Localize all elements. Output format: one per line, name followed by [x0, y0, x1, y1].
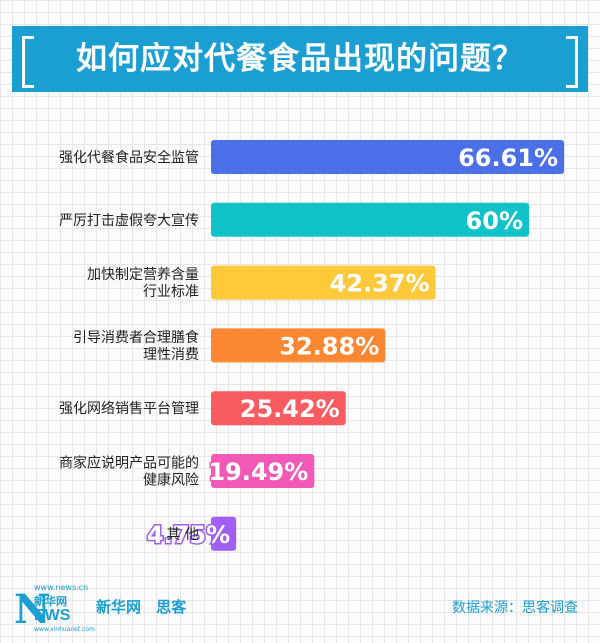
category-label-3-line-2: 行业标准 — [143, 284, 199, 300]
xinhuanet-logo: N 新华网 EWS www.xinhuanet.com — [14, 586, 95, 634]
bar-6 — [211, 454, 315, 488]
title-bracket-right — [566, 36, 578, 88]
value-label-7: 4.75% — [147, 521, 230, 549]
title-bracket-left — [22, 36, 34, 88]
value-label-4: 32.88% — [279, 332, 379, 360]
category-label-7: 其 他 — [167, 527, 199, 543]
category-label-4-line-1: 引导消费者合理膳食 — [73, 329, 199, 346]
category-label-6-line-2: 健康风险 — [143, 472, 199, 489]
chart-title: 如何应对代餐食品出现的问题？ — [76, 41, 524, 77]
logo-chinese-name: 新华网 — [34, 595, 67, 608]
category-label-5: 强化网络销售平台管理 — [59, 401, 199, 417]
logo-sub-url: www.xinhuanet.com — [34, 626, 95, 633]
value-label-6: 19.49% — [208, 458, 308, 486]
footer: www.news.cn N 新华网 EWS www.xinhuanet.com … — [0, 580, 600, 643]
value-label-2: 60% — [466, 207, 523, 235]
bar-chart: 66.61% 强化代餐食品安全监管 60% 严厉打击虚假夸大宣传 42.37% 加快制定营… — [59, 140, 565, 551]
category-label-4-line-2: 理性消费 — [143, 347, 199, 363]
logo-url: www.news.cn — [34, 583, 89, 592]
bar-2 — [211, 202, 529, 237]
bar-7 — [211, 516, 237, 551]
category-label-2: 严厉打击虚假夸大宣传 — [59, 212, 199, 229]
value-label-1: 66.61% — [458, 144, 558, 172]
bar-1 — [211, 140, 565, 174]
bar-4 — [211, 328, 386, 363]
category-label-1: 强化代餐食品安全监管 — [59, 149, 199, 166]
title-banner: 如何应对代餐食品出现的问题？ — [12, 26, 588, 92]
value-label-5: 25.42% — [240, 395, 340, 423]
brand-name: 新华网 思客 — [96, 598, 187, 616]
bar-5 — [211, 391, 346, 426]
data-source: 数据来源：思客调查 — [452, 600, 578, 616]
category-label-6-line-1: 商家应说明产品可能的 — [59, 455, 199, 472]
bar-3 — [211, 265, 436, 300]
logo-ews-letters: EWS — [34, 607, 71, 624]
category-label-3-line-1: 加快制定营养含量 — [87, 267, 199, 283]
value-label-3: 42.37% — [330, 270, 430, 298]
logo-n-letter: N — [14, 586, 51, 633]
